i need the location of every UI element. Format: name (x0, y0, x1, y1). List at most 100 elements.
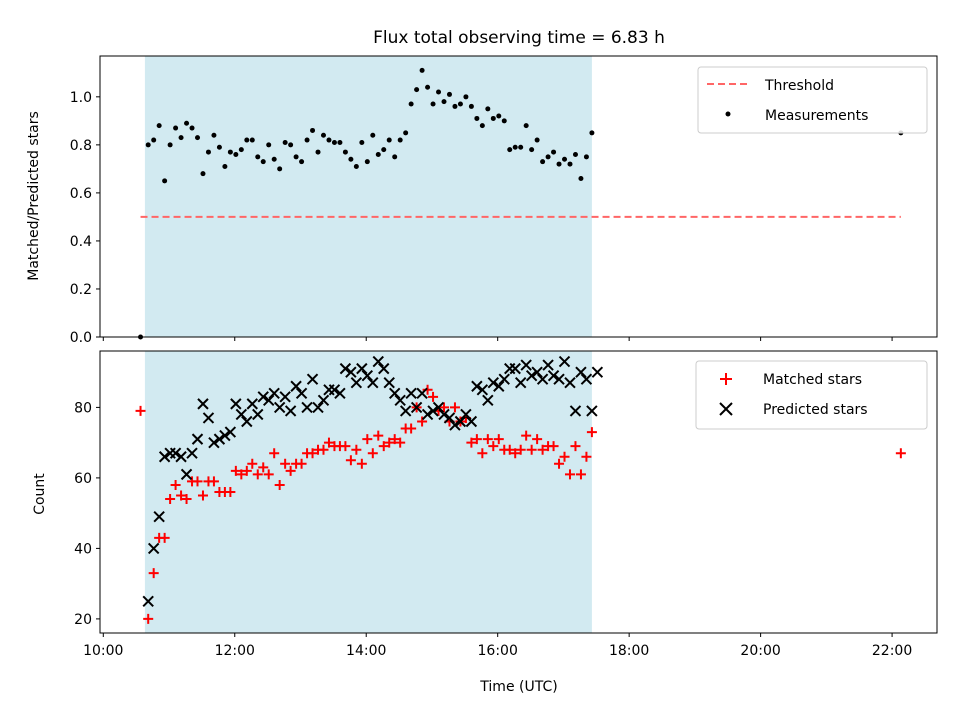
measurement-point (244, 137, 250, 143)
measurement-point (249, 137, 255, 143)
legend-matched-label: Matched stars (763, 372, 862, 388)
predicted-star-point (482, 394, 494, 407)
measurement-point (529, 147, 535, 153)
predicted-star-point (569, 405, 582, 417)
x-axis-label: Time (UTC) (479, 679, 557, 695)
measurement-point (375, 151, 381, 157)
predicted-star-point (394, 394, 406, 407)
predicted-star-point (498, 373, 510, 385)
predicted-star-point (509, 362, 521, 375)
measurement-point (255, 154, 261, 160)
measurement-point (167, 142, 173, 148)
matched-star-point (510, 448, 521, 459)
predicted-star-point (421, 408, 434, 421)
matched-star-point (181, 494, 192, 505)
matched-star-point (367, 448, 378, 459)
predicted-star-point (542, 359, 554, 371)
y-tick-label: 1.0 (70, 90, 92, 106)
predicted-star-point (410, 401, 423, 414)
measurement-point (479, 123, 485, 129)
measurement-point (205, 149, 211, 155)
predicted-star-point (158, 451, 171, 463)
measurement-point (381, 147, 387, 153)
matched-star-point (170, 479, 181, 490)
observing-window-band (144, 56, 592, 337)
predicted-star-point (591, 366, 604, 378)
measurement-point (337, 139, 343, 145)
measurement-point (414, 87, 420, 93)
predicted-star-point (175, 451, 187, 463)
measurement-point (572, 151, 578, 157)
measurement-point (457, 101, 463, 107)
predicted-star-point (454, 415, 467, 428)
matched-star-point (449, 402, 460, 413)
matched-star-point (395, 437, 406, 448)
predicted-star-point (383, 377, 395, 389)
predicted-star-point (169, 447, 182, 459)
measurement-point (551, 149, 557, 155)
measurement-point (288, 142, 294, 148)
predicted-star-point (514, 377, 527, 389)
measurement-point (370, 132, 376, 138)
matched-star-point (482, 434, 493, 445)
measurement-point (452, 103, 458, 109)
measurement-point (353, 163, 359, 169)
measurement-point (474, 115, 480, 121)
predicted-star-point (186, 447, 198, 459)
matched-star-point (378, 441, 389, 452)
predicted-star-point (427, 405, 439, 417)
measurement-point (485, 106, 491, 112)
predicted-star-point (290, 380, 302, 392)
predicted-star-point (378, 362, 390, 375)
matched-star-point (488, 441, 499, 452)
legend-measurements-swatch (725, 111, 731, 117)
measurement-point (304, 137, 310, 143)
measurement-point (364, 159, 370, 165)
measurement-point (567, 161, 573, 167)
observing-window-band (144, 351, 592, 633)
measurement-point (238, 147, 244, 153)
measurement-point (359, 139, 365, 145)
matched-star-point (389, 434, 400, 445)
matched-star-point (586, 427, 597, 438)
matched-star-point (307, 448, 318, 459)
measurement-point (523, 123, 529, 129)
predicted-star-point (147, 542, 160, 555)
measurement-point (430, 101, 436, 107)
predicted-star-point (328, 384, 341, 396)
matched-star-point (439, 402, 450, 413)
matched-star-point (356, 458, 367, 469)
predicted-star-point (224, 426, 237, 438)
matched-star-point (532, 434, 543, 445)
measurement-point (293, 154, 299, 160)
predicted-star-point (142, 595, 154, 607)
predicted-star-point (230, 398, 242, 410)
measurement-point (211, 132, 217, 138)
matched-star-point (466, 437, 477, 448)
y-tick-label: 40 (74, 541, 92, 557)
measurement-point (408, 101, 414, 107)
predicted-star-point (312, 401, 324, 414)
chart-title: Flux total observing time = 6.83 h (373, 28, 665, 48)
predicted-star-point (257, 391, 269, 403)
predicted-star-point (284, 405, 297, 417)
measurement-point (583, 154, 589, 160)
measurement-point (386, 137, 392, 143)
matched-star-point (143, 613, 154, 624)
measurement-point (507, 147, 513, 153)
matched-star-point (362, 434, 373, 445)
predicted-star-point (388, 387, 401, 400)
measurement-point (145, 142, 151, 148)
matched-star-point (581, 451, 592, 462)
legend-measurements-label: Measurements (765, 108, 868, 124)
predicted-star-point (547, 369, 560, 382)
predicted-star-point (350, 377, 363, 389)
predicted-star-point (356, 362, 368, 375)
measurement-point (490, 115, 496, 121)
matched-star-point (575, 469, 586, 480)
predicted-star-point (235, 408, 248, 421)
x-tick-label: 12:00 (215, 643, 255, 659)
matched-star-point (197, 490, 208, 501)
predicted-star-point (476, 384, 489, 396)
matched-star-point (345, 455, 356, 466)
